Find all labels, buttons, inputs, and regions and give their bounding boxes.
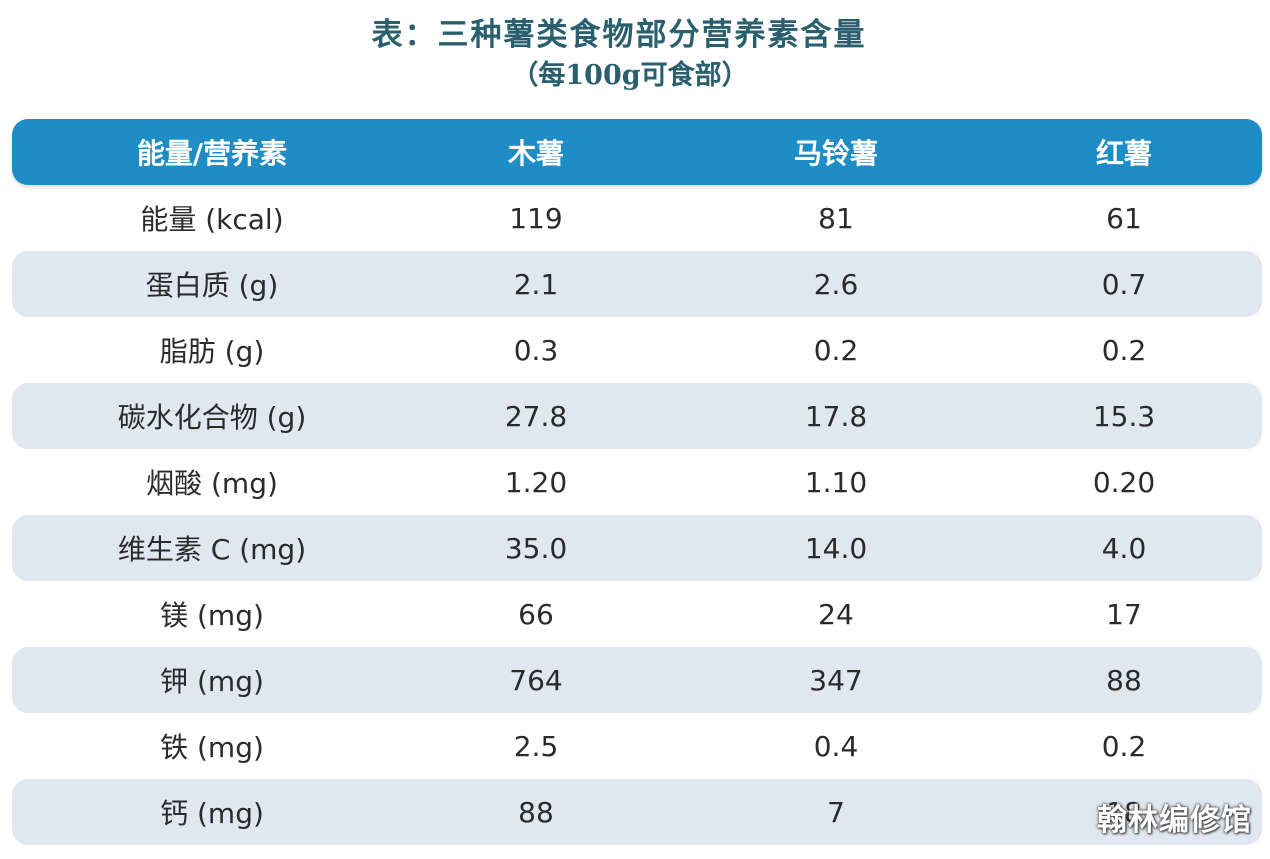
cell-potato: 2.6 xyxy=(813,267,859,301)
cell-cassava: 66 xyxy=(518,597,554,631)
cell-cassava: 27.8 xyxy=(504,399,568,433)
cell-sweet-potato: 18 xyxy=(1106,795,1142,829)
cell-cassava: 2.1 xyxy=(513,267,559,301)
table-row: 钾 (mg) 764 347 88 xyxy=(12,647,1262,713)
row-label: 能量 (kcal) xyxy=(140,203,284,236)
table-title: 表：三种薯类食物部分营养素含量 （每100g可食部） xyxy=(0,14,1270,96)
row-label: 钙 (mg) xyxy=(160,797,264,830)
cell-sweet-potato: 17 xyxy=(1106,597,1142,631)
cell-potato: 0.2 xyxy=(813,333,859,367)
row-label: 维生素 C (mg) xyxy=(117,533,307,566)
table-header-row: 能量/营养素 木薯 马铃薯 红薯 xyxy=(12,119,1262,185)
cell-sweet-potato: 15.3 xyxy=(1092,399,1156,433)
cell-potato: 81 xyxy=(818,201,854,235)
header-cell-nutrient: 能量/营养素 xyxy=(136,137,288,170)
cell-cassava: 119 xyxy=(509,201,563,235)
cell-sweet-potato: 0.2 xyxy=(1101,333,1147,367)
cell-potato: 1.10 xyxy=(804,465,868,499)
table-row: 脂肪 (g) 0.3 0.2 0.2 xyxy=(12,317,1262,383)
cell-cassava: 0.3 xyxy=(513,333,559,367)
cell-potato: 7 xyxy=(827,795,845,829)
cell-cassava: 1.20 xyxy=(504,465,568,499)
table-row: 镁 (mg) 66 24 17 xyxy=(12,581,1262,647)
row-label: 镁 (mg) xyxy=(160,599,264,632)
header-cell-potato: 马铃薯 xyxy=(793,137,878,170)
table-row: 烟酸 (mg) 1.20 1.10 0.20 xyxy=(12,449,1262,515)
cell-potato: 17.8 xyxy=(804,399,868,433)
cell-cassava: 764 xyxy=(509,663,563,697)
cell-potato: 0.4 xyxy=(813,729,859,763)
cell-potato: 14.0 xyxy=(804,531,868,565)
row-label: 钾 (mg) xyxy=(160,665,264,698)
cell-sweet-potato: 0.7 xyxy=(1101,267,1147,301)
table-row: 碳水化合物 (g) 27.8 17.8 15.3 xyxy=(12,383,1262,449)
cell-sweet-potato: 61 xyxy=(1106,201,1142,235)
watermark-text: 翰林编修馆 xyxy=(1097,803,1252,838)
table-row: 铁 (mg) 2.5 0.4 0.2 xyxy=(12,713,1262,779)
row-label: 铁 (mg) xyxy=(160,731,264,764)
header-cell-sweet-potato: 红薯 xyxy=(1095,137,1152,170)
table-row: 蛋白质 (g) 2.1 2.6 0.7 xyxy=(12,251,1262,317)
cell-sweet-potato: 0.2 xyxy=(1101,729,1147,763)
row-label: 烟酸 (mg) xyxy=(146,467,278,500)
table-row: 能量 (kcal) 119 81 61 xyxy=(12,185,1262,251)
header-cell-cassava: 木薯 xyxy=(507,137,564,170)
row-label: 蛋白质 (g) xyxy=(145,269,279,302)
cell-sweet-potato: 4.0 xyxy=(1101,531,1147,565)
table-row: 钙 (mg) 88 7 18 xyxy=(12,779,1262,845)
title-sub: （每100g可食部） xyxy=(511,60,749,91)
title-main: 表：三种薯类食物部分营养素含量 xyxy=(371,17,867,53)
table-row: 维生素 C (mg) 35.0 14.0 4.0 xyxy=(12,515,1262,581)
cell-sweet-potato: 0.20 xyxy=(1092,465,1156,499)
cell-potato: 24 xyxy=(818,597,854,631)
cell-cassava: 2.5 xyxy=(513,729,559,763)
row-label: 碳水化合物 (g) xyxy=(117,401,307,434)
cell-cassava: 88 xyxy=(518,795,554,829)
nutrition-table: 能量/营养素 木薯 马铃薯 红薯 能量 (kcal) 119 81 61 蛋白质… xyxy=(12,119,1262,845)
cell-cassava: 35.0 xyxy=(504,531,568,565)
cell-sweet-potato: 88 xyxy=(1106,663,1142,697)
cell-potato: 347 xyxy=(809,663,863,697)
row-label: 脂肪 (g) xyxy=(159,335,265,368)
